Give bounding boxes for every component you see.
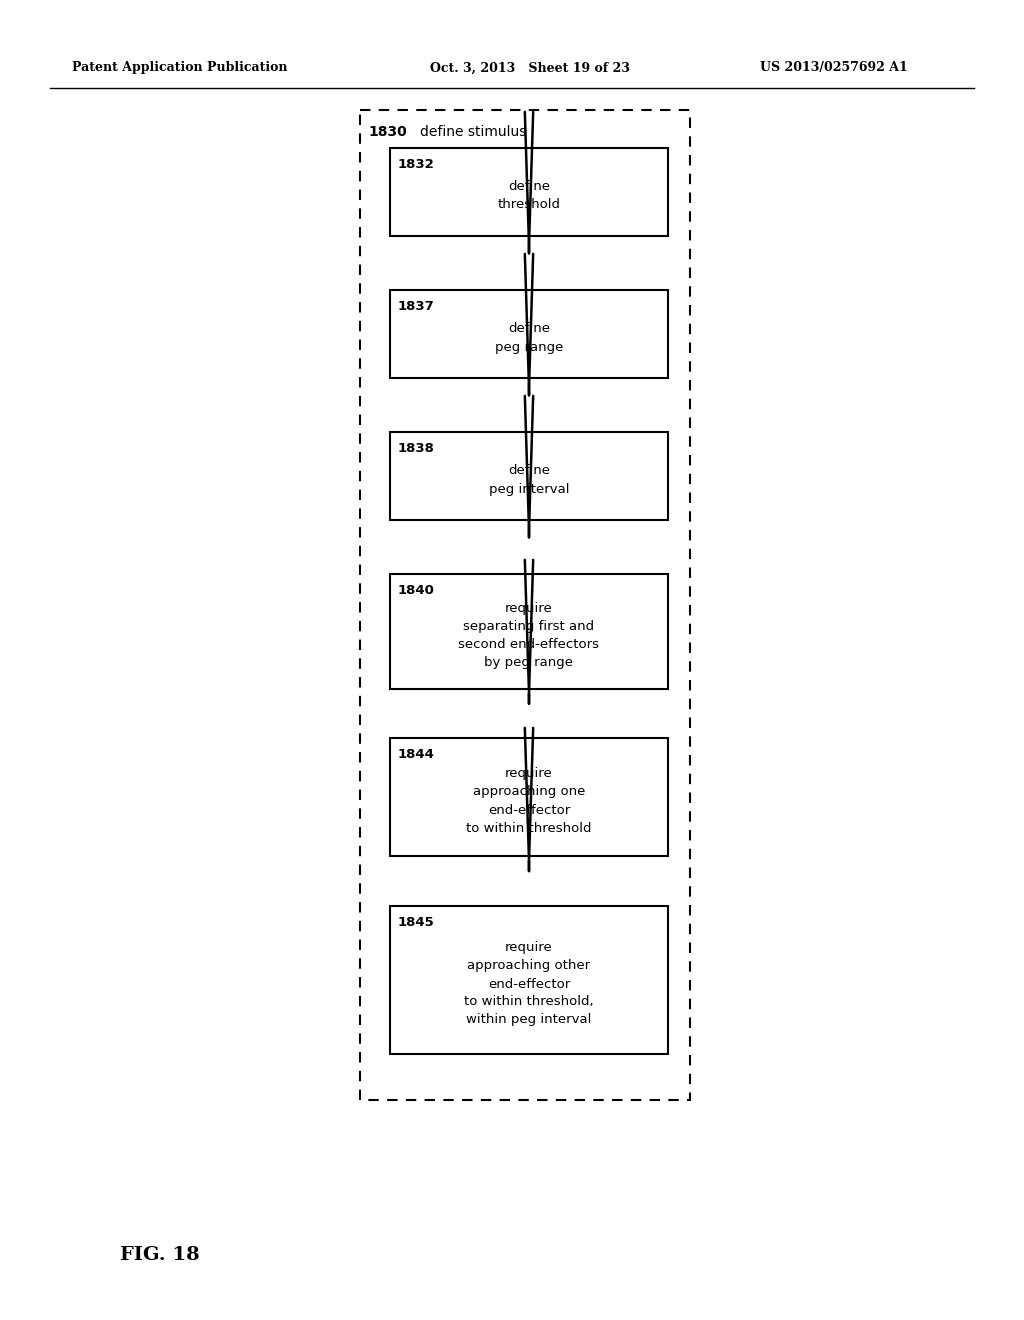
Text: to within threshold: to within threshold [466, 821, 592, 834]
FancyBboxPatch shape [360, 110, 690, 1100]
Text: peg interval: peg interval [488, 483, 569, 495]
Text: define stimulus: define stimulus [420, 125, 526, 139]
Text: to within threshold,: to within threshold, [464, 995, 594, 1008]
Text: require: require [505, 941, 553, 954]
Text: define: define [508, 181, 550, 194]
Text: define: define [508, 465, 550, 478]
Text: approaching one: approaching one [473, 785, 585, 799]
Text: 1837: 1837 [398, 300, 435, 313]
Text: 1840: 1840 [398, 583, 435, 597]
FancyBboxPatch shape [390, 432, 668, 520]
Text: 1830: 1830 [368, 125, 407, 139]
Text: 1845: 1845 [398, 916, 435, 928]
Text: define: define [508, 322, 550, 335]
FancyBboxPatch shape [390, 290, 668, 378]
Text: end-effector: end-effector [487, 978, 570, 990]
Text: 1844: 1844 [398, 747, 435, 760]
Text: end-effector: end-effector [487, 804, 570, 817]
Text: by peg range: by peg range [484, 656, 573, 669]
FancyBboxPatch shape [390, 148, 668, 236]
FancyBboxPatch shape [390, 738, 668, 855]
FancyBboxPatch shape [390, 574, 668, 689]
Text: threshold: threshold [498, 198, 560, 211]
Text: within peg interval: within peg interval [466, 1014, 592, 1027]
FancyBboxPatch shape [390, 906, 668, 1053]
Text: separating first and: separating first and [464, 620, 595, 634]
Text: FIG. 18: FIG. 18 [120, 1246, 200, 1265]
Text: 1838: 1838 [398, 441, 435, 454]
Text: second end-effectors: second end-effectors [459, 638, 599, 651]
Text: 1832: 1832 [398, 157, 435, 170]
Text: Patent Application Publication: Patent Application Publication [72, 62, 288, 74]
Text: US 2013/0257692 A1: US 2013/0257692 A1 [760, 62, 907, 74]
Text: peg range: peg range [495, 341, 563, 354]
Text: require: require [505, 602, 553, 615]
Text: Oct. 3, 2013   Sheet 19 of 23: Oct. 3, 2013 Sheet 19 of 23 [430, 62, 630, 74]
Text: require: require [505, 767, 553, 780]
Text: approaching other: approaching other [467, 960, 591, 973]
